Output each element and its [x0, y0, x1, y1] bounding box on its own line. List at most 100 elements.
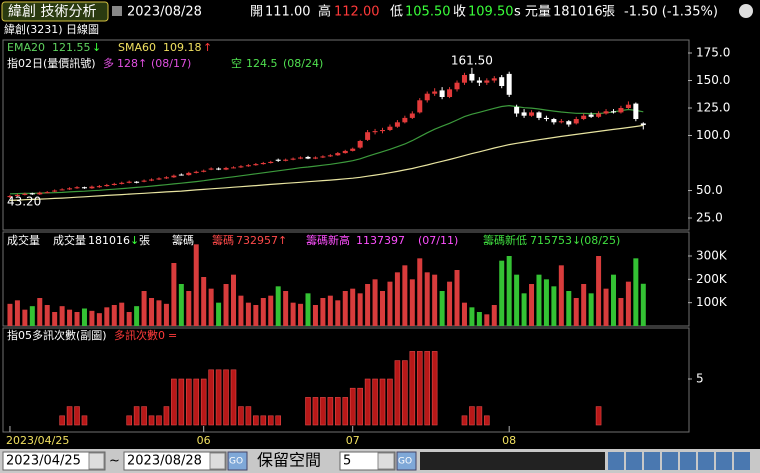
volume-bar [402, 265, 408, 326]
volume-bar [387, 281, 393, 326]
volume-bar [521, 293, 527, 326]
volume-bar [230, 274, 236, 326]
signal-label: 多 [103, 56, 114, 70]
volume-bar [216, 302, 222, 326]
end-date-input[interactable] [123, 451, 227, 471]
volume-bar [327, 295, 333, 326]
scrollbar[interactable] [420, 452, 605, 470]
volume-bar [424, 272, 430, 326]
tool-button[interactable] [734, 452, 750, 470]
volume-bar [342, 291, 348, 326]
indicator-bar [327, 397, 334, 426]
indicator-bar [409, 351, 416, 426]
spinner[interactable] [377, 452, 395, 470]
indicator-bar [357, 387, 363, 426]
candle-body [521, 112, 527, 116]
candle-body [208, 168, 214, 170]
candle-body [37, 192, 43, 195]
indicator-bar [305, 397, 311, 426]
signal-label: 空 [231, 56, 242, 70]
volume-bar [499, 260, 505, 326]
tool-button[interactable] [662, 452, 678, 470]
legend-arrow: ↓ [92, 41, 101, 54]
volume-bar [44, 305, 50, 326]
open-value: 111.00 [265, 5, 311, 20]
candle-body [89, 186, 95, 189]
indicator-bar [223, 369, 229, 426]
candle-body [454, 82, 460, 90]
indicator-bar [364, 378, 371, 426]
low-value: 105.50 [405, 5, 451, 20]
signal-value: 128↑ [117, 57, 147, 70]
volume-bar [111, 305, 117, 326]
chips-label: 籌碼新低 [483, 233, 527, 247]
candle-body [588, 114, 594, 117]
tool-button[interactable] [644, 452, 660, 470]
indicator-bar [394, 360, 401, 426]
tool-button[interactable] [698, 452, 714, 470]
tool-button[interactable] [626, 452, 642, 470]
volume-bar [603, 288, 609, 326]
volume-bar [171, 263, 177, 326]
indicator-bar [431, 351, 438, 426]
candle-body [543, 117, 549, 119]
candle-body [424, 93, 430, 101]
candle-body [126, 181, 132, 183]
tool-button[interactable] [608, 452, 624, 470]
indicator-bar [171, 378, 177, 426]
volume-bar [581, 284, 587, 326]
volume-bar [596, 256, 602, 326]
start-date-input[interactable] [2, 451, 106, 471]
volume-bar [350, 288, 356, 326]
volume-bar [551, 286, 557, 326]
symbol: 緯創(3231) [4, 22, 63, 36]
volume-bar [193, 244, 199, 326]
ma-line [9, 124, 644, 201]
volume-bar [305, 293, 311, 326]
period: 日線圖 [66, 22, 99, 36]
date-icon[interactable] [112, 6, 122, 16]
candle-body [610, 111, 616, 113]
candle-body [134, 181, 140, 183]
indicator-bar [193, 378, 200, 426]
candle-body [44, 192, 50, 194]
candle-body [298, 157, 304, 159]
unit: s 元 [514, 5, 538, 20]
volume-bar [208, 288, 214, 326]
dropdown-button[interactable] [209, 452, 226, 470]
signal-date: (08/17) [151, 57, 191, 70]
volume-bar [335, 300, 341, 326]
indicator-bar [163, 406, 170, 426]
volume-bar [52, 312, 58, 326]
indicator-bar [238, 406, 244, 426]
volume-bar [409, 279, 415, 326]
signal-date: (08/24) [283, 57, 323, 70]
candle-body [230, 167, 236, 169]
tool-button[interactable] [716, 452, 732, 470]
volume-bar [320, 298, 326, 326]
y-tick-label: 100K [696, 295, 728, 309]
signal-value: 124.5 [246, 57, 278, 70]
indicator-bar [424, 351, 431, 426]
volume-bar [461, 302, 467, 326]
volume-bar [253, 305, 259, 326]
go-button[interactable] [396, 451, 417, 471]
legend-label: 多訊次數 [114, 328, 158, 342]
indicator-bar [469, 406, 475, 426]
go-button[interactable] [227, 451, 248, 471]
candle-body [506, 73, 512, 95]
indicator-bar [81, 415, 88, 426]
high-value: 112.00 [334, 5, 380, 20]
candle-body [417, 100, 423, 113]
dropdown-button[interactable] [88, 452, 105, 470]
tool-button[interactable] [680, 452, 696, 470]
indicator-bar [476, 406, 483, 426]
volume-bar [163, 303, 169, 326]
volume-bar [245, 302, 251, 326]
indicator-bar [133, 406, 140, 426]
zoom-icon[interactable] [739, 4, 753, 18]
close-value: 109.50 [468, 5, 514, 20]
volume-bar [543, 279, 549, 326]
candle-body [178, 174, 184, 176]
reserve-value: 5 [343, 454, 351, 469]
